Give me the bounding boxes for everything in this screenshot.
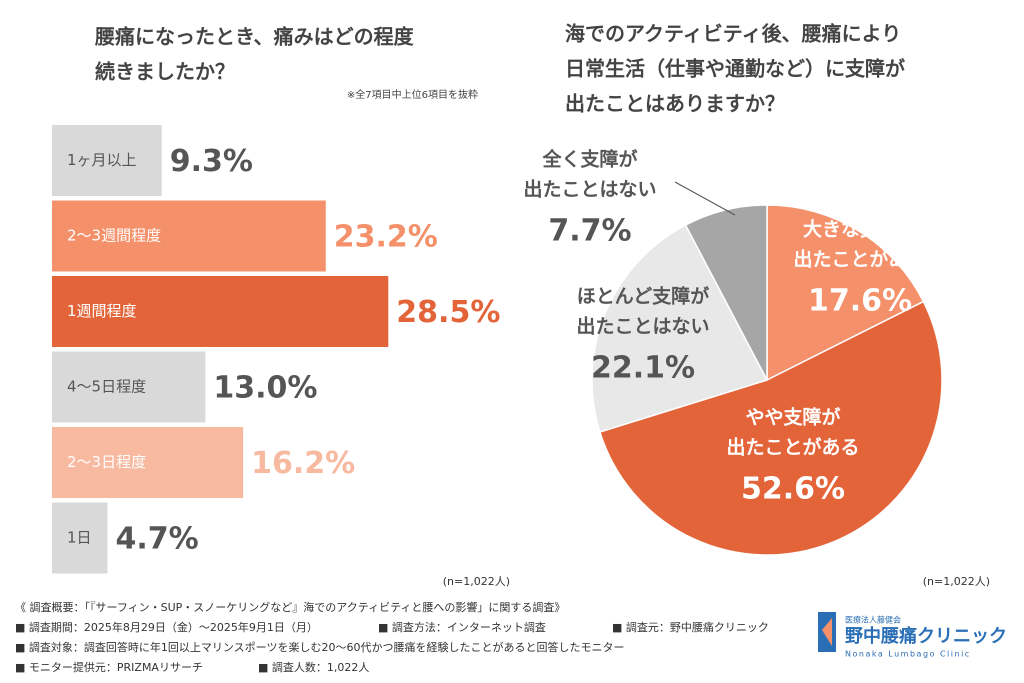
bar	[52, 276, 389, 347]
bar-category-label: 2〜3週間程度	[67, 227, 161, 245]
pie-category-label: やや支障が	[745, 406, 840, 429]
bar-value-label: 9.3%	[170, 144, 253, 179]
pie-category-label: 出たことはない	[523, 178, 656, 201]
bar-value-label: 4.7%	[115, 522, 198, 557]
pie-value-label: 17.6%	[808, 284, 912, 319]
pie-title: 出たことはありますか？	[565, 92, 785, 116]
pie-value-label: 22.1%	[591, 351, 695, 386]
pie-slice	[766, 204, 925, 382]
bar	[52, 427, 244, 498]
footer-period: ■ 調査期間：2025年8月29日（金）〜2025年9月1日（月）	[15, 620, 318, 634]
pie-note: (n=1,022人)	[923, 575, 990, 588]
bar	[52, 351, 206, 423]
bar-category-label: 1ヶ月以上	[67, 151, 137, 169]
bar-category-label: 1日	[67, 529, 92, 547]
bar-category-label: 1週間程度	[67, 302, 137, 320]
pie-category-label: ほとんど支障が	[577, 285, 709, 308]
logo-roman: Nonaka Lumbago Clinic	[845, 650, 971, 659]
bar-value-label: 28.5%	[396, 295, 500, 330]
pie-title: 海でのアクティビティ後、腰痛により	[565, 22, 901, 46]
footer-provider: ■ モニター提供元：PRIZMAリサーチ	[15, 660, 203, 674]
footer-heading: 《 調査概要：「『サーフィン・SUP・スノーケリングなど』海でのアクティビティと…	[15, 600, 565, 614]
logo-name: 野中腰痛クリニック	[845, 625, 1007, 647]
pie-category-label: 出たことがある	[726, 436, 859, 459]
bar-category-label: 2〜3日程度	[67, 453, 146, 471]
pie-value-label: 7.7%	[548, 214, 631, 249]
pie-slice	[591, 224, 769, 433]
bar	[52, 125, 162, 196]
footer-target: ■ 調査対象：調査回答時に年1回以上マリンスポーツを楽しむ20〜60代かつ腰痛を…	[15, 640, 624, 654]
bar-value-label: 23.2%	[334, 220, 438, 255]
pie-value-label: 52.6%	[741, 472, 845, 507]
logo-mark	[822, 618, 832, 646]
pie-category-label: 出たことがある	[793, 248, 926, 271]
pie-category-label: 出たことはない	[576, 315, 709, 338]
pie-title: 日常生活（仕事や通勤など）に支障が	[565, 57, 905, 81]
bar-title: 腰痛になったとき、痛みはどの程度	[94, 25, 415, 49]
bar	[52, 200, 326, 272]
bar-note: (n=1,022人)	[443, 575, 510, 588]
bar-title: 続きましたか？	[95, 60, 235, 84]
bar-value-label: 13.0%	[213, 371, 317, 406]
pie-category-label: 全く支障が	[541, 148, 637, 171]
footer-count: ■ 調査人数：1,022人	[258, 660, 369, 674]
bar-value-label: 16.2%	[251, 446, 355, 481]
bar	[52, 502, 108, 574]
logo-org: 医療法人藤健会	[845, 615, 901, 625]
bar-category-label: 4〜5日程度	[67, 378, 146, 396]
pie-slice	[598, 300, 943, 556]
logo: 医療法人藤健会 野中腰痛クリニック Nonaka Lumbago Clinic	[818, 612, 1007, 659]
footer-method: ■ 調査方法：インターネット調査	[378, 620, 546, 634]
pie-category-label: 大きな支障が	[803, 218, 917, 241]
bar-subtitle: ※全7項目中上位6項目を抜粋	[347, 88, 478, 101]
footer-source: ■ 調査元：野中腰痛クリニック	[612, 620, 769, 634]
leader-line	[674, 181, 736, 216]
